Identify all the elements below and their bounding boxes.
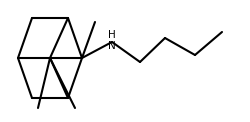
Text: H: H [108, 30, 116, 40]
Text: N: N [108, 41, 116, 51]
